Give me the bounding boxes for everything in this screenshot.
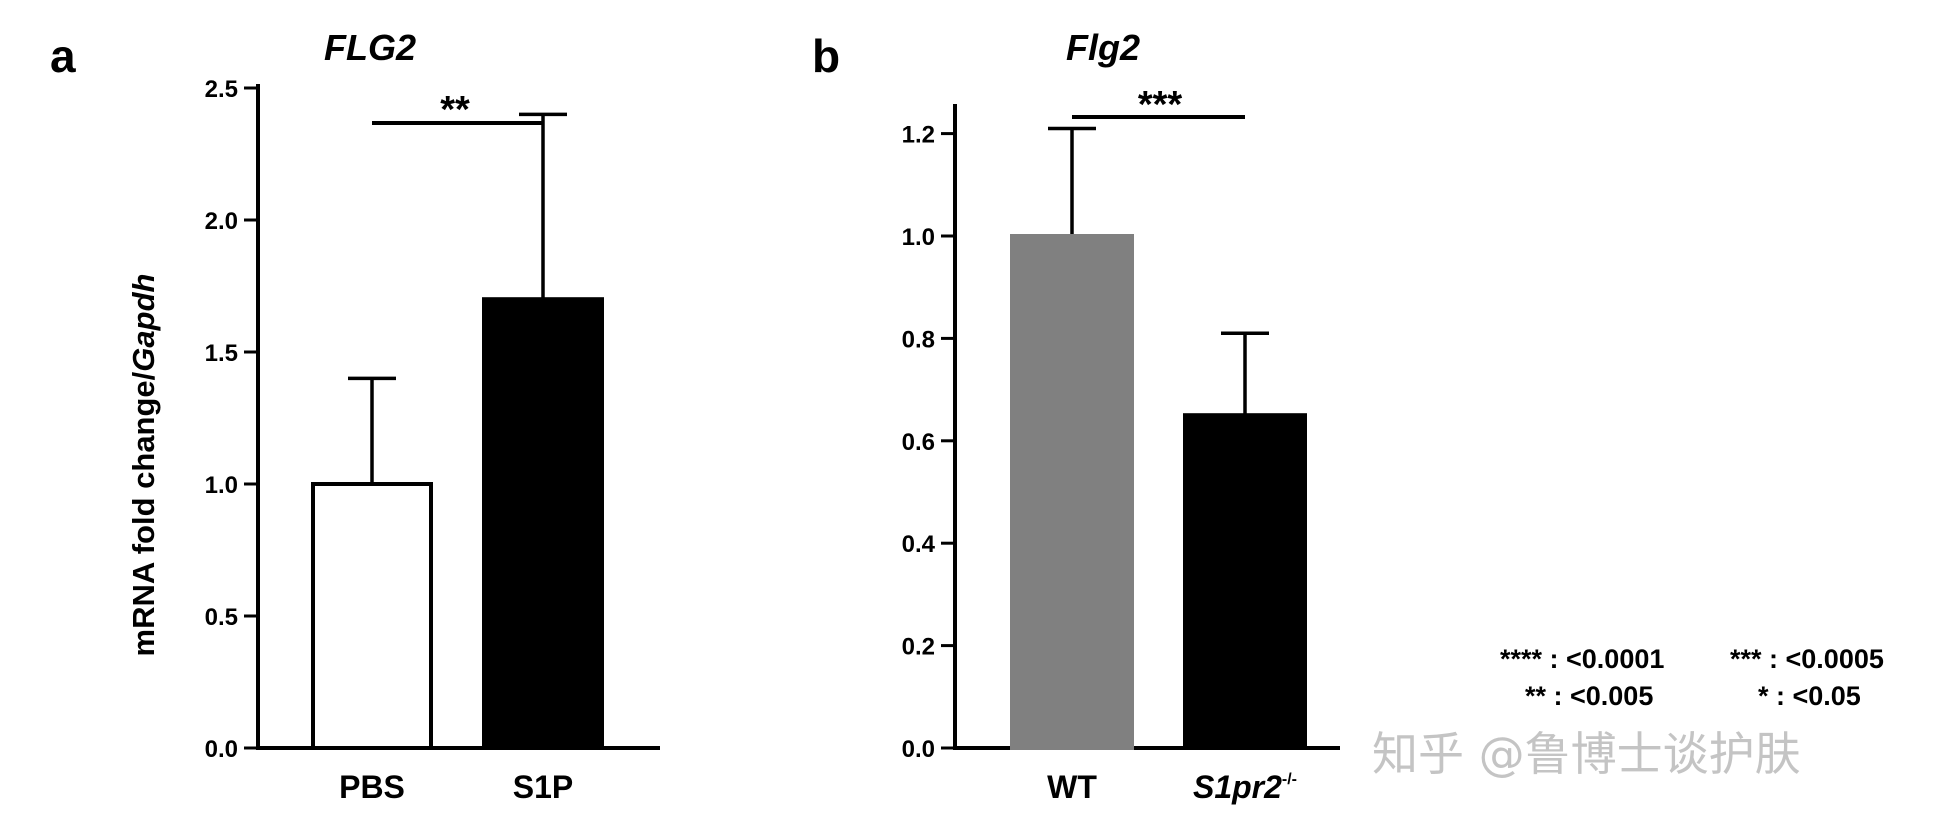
panel-b: b Flg2 0.0 0.2 0.4 0.6 0.8 1.0 1.2 WT S1pr2-/- **… [812,27,1340,805]
legend-item-p0005: *** : <0.0005 [1730,644,1884,674]
watermark: 知乎 @鲁博士谈护肤 [1372,727,1801,781]
bar-1 [1183,413,1307,750]
y-tick-label: 2.5 [205,76,238,103]
bar-1 [482,297,604,750]
panel-a-letter: a [50,30,76,82]
category-label-0: PBS [339,769,405,805]
y-tick-label: 0.8 [902,326,935,353]
panel-b-plot: 0.0 0.2 0.4 0.6 0.8 1.0 1.2 WT S1pr2-/- *** [902,84,1340,805]
y-tick-label: 1.0 [205,472,238,499]
legend-item-p05: * : <0.05 [1758,681,1861,711]
panel-a: a FLG2 mRNA fold change/Gapdh 0.0 0.5 1.0 1… [50,27,660,805]
y-tick-label: 1.5 [205,340,238,367]
category-superscript: -/- [1282,771,1297,788]
significance-label: *** [1138,84,1183,126]
category-label-1: S1pr2-/- [1193,769,1297,805]
panel-a-ylabel: mRNA fold change/Gapdh [126,274,161,657]
y-tick-label: 0.5 [205,604,238,631]
y-tick-label: 0.6 [902,429,935,456]
category-label-1: S1P [513,769,573,805]
y-tick-label: 0.0 [902,736,935,763]
y-tick-label: 1.0 [902,224,935,251]
panel-a-plot: 0.0 0.5 1.0 1.5 2.0 2.5 PBS S1P ** [205,76,660,805]
legend-item-p005: ** : <0.005 [1525,681,1653,711]
y-tick-label: 1.2 [902,122,935,149]
y-tick-label: 2.0 [205,208,238,235]
y-tick-label: 0.2 [902,634,935,661]
significance-label: ** [440,89,470,131]
y-tick-label: 0.4 [902,531,936,558]
panel-b-title: Flg2 [1066,27,1140,68]
panel-a-title: FLG2 [324,27,416,68]
bar-0 [311,482,433,750]
significance-legend: **** : <0.0001 *** : <0.0005 ** : <0.005… [1500,644,1884,711]
category-label-0: WT [1047,769,1097,805]
y-tick-label: 0.0 [205,736,238,763]
legend-item-p0001: **** : <0.0001 [1500,644,1664,674]
bar-0 [1010,234,1134,750]
panel-b-letter: b [812,30,840,82]
